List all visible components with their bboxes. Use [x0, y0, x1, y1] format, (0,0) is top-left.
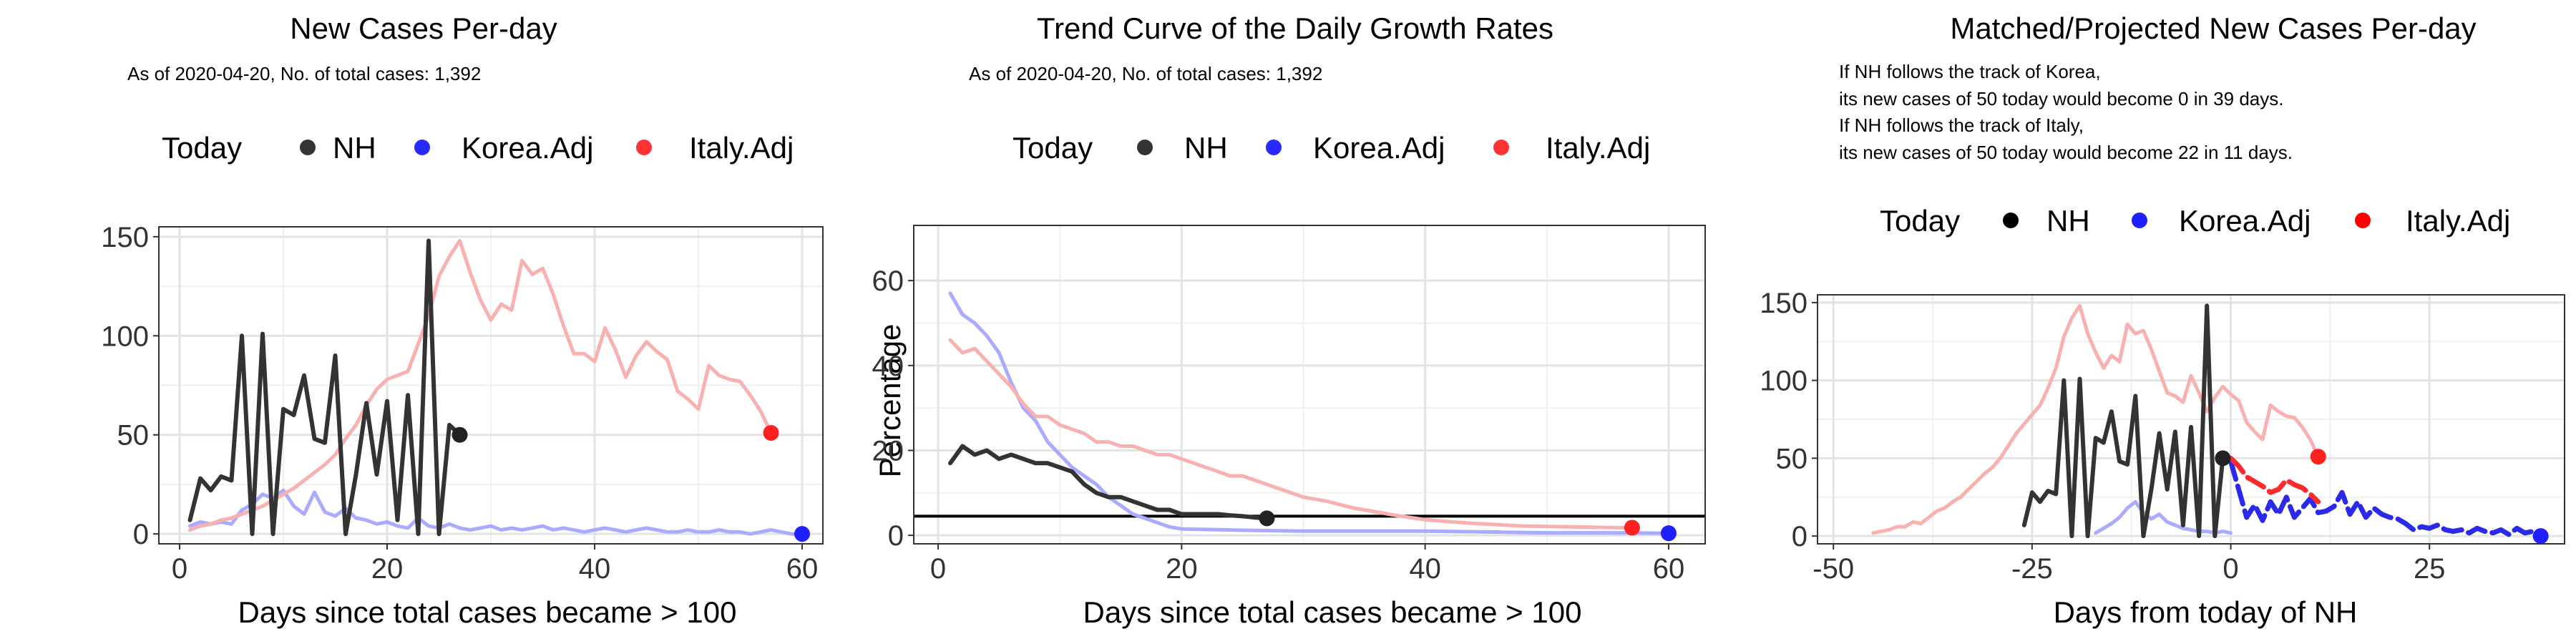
plot-border [913, 225, 1706, 545]
chart-title: Trend Curve of the Daily Growth Rates [1037, 11, 1553, 45]
legend-label-nh: NH [1184, 131, 1228, 165]
chart-svg: Matched/Projected New Cases Per-day If N… [1760, 11, 2565, 629]
today-point-korea-adj-projection [2532, 528, 2549, 545]
legend-label-italy: Italy.Adj [2406, 204, 2510, 238]
y-tick-label: 40 [872, 351, 904, 382]
legend-label-nh: NH [333, 131, 376, 165]
legend-title: Today [162, 131, 242, 165]
y-tick-label: 100 [101, 321, 149, 352]
chart-title: New Cases Per-day [290, 11, 557, 45]
legend-key-korea [1266, 140, 1282, 155]
today-point-nh [452, 426, 468, 443]
x-tick-label: 40 [1409, 553, 1441, 585]
series-line-nh [187, 238, 462, 537]
x-tick-label: 0 [2223, 553, 2238, 585]
y-tick-label: 100 [1760, 366, 1807, 397]
series-line-korea-adj-projection [2228, 459, 2544, 539]
legend: Today NH Korea.Adj Italy.Adj [1880, 204, 2510, 238]
x-tick-label: 60 [786, 553, 819, 585]
x-tick-label: 25 [2414, 553, 2446, 585]
legend-label-nh: NH [2046, 204, 2090, 238]
today-point-nh [1259, 510, 1275, 527]
legend-title: Today [1880, 204, 1960, 238]
series-line-italy-adj [948, 338, 1634, 530]
legend-key-italy [2355, 213, 2371, 228]
today-point-italy-adj [1624, 519, 1640, 536]
x-tick-label: 40 [579, 553, 611, 585]
chart-panel-matched-projected: Matched/Projected New Cases Per-day If N… [1717, 0, 2576, 644]
y-tick-label: 50 [117, 420, 150, 452]
plot-area: -50 -25 0 25 0 50 100 150 [1760, 288, 2565, 585]
series-line-nh [2021, 303, 2225, 539]
legend: Today NH Korea.Adj Italy.Adj [162, 131, 794, 165]
legend-label-korea: Korea.Adj [462, 131, 593, 165]
legend-key-nh [2003, 213, 2019, 228]
x-tick-label: 60 [1653, 553, 1685, 585]
legend-label-korea: Korea.Adj [2179, 204, 2311, 238]
annotation-line: If NH follows the track of Italy, [1839, 114, 2084, 136]
plot-area: 0 20 40 60 0 20 40 60 [872, 225, 1706, 585]
annotation-line: its new cases of 50 today would become 0… [1839, 88, 2283, 109]
plot-background [914, 225, 1705, 544]
x-tick-label: 20 [371, 553, 404, 585]
x-axis-label: Days since total cases became > 100 [238, 595, 737, 629]
y-tick-label: 60 [872, 265, 904, 297]
plot-area: 0 20 40 60 0 50 100 150 [101, 222, 824, 585]
annotation: If NH follows the track of Korea, its ne… [1839, 61, 2293, 163]
x-tick-label: -25 [2011, 553, 2053, 585]
chart-panel-growth-rates: Trend Curve of the Daily Growth Rates As… [859, 0, 1717, 644]
series-line-italy-adj-projection [2228, 455, 2321, 504]
y-tick-label: 0 [1792, 521, 1807, 552]
y-tick-label: 150 [1760, 288, 1807, 319]
series-line-korea-adj [948, 291, 1671, 535]
today-point-korea-adj [794, 526, 810, 542]
legend-key-nh [1137, 140, 1153, 155]
x-tick-label: -50 [1813, 553, 1854, 585]
series-line-korea-adj-history [2094, 499, 2233, 535]
today-point-nh [2215, 450, 2231, 467]
series-line-italy-adj-history [1871, 303, 2321, 535]
y-tick-label: 50 [1776, 443, 1808, 474]
x-tick-label: 0 [930, 553, 946, 585]
annotation-line: its new cases of 50 today would become 2… [1839, 142, 2293, 163]
legend-key-italy [636, 140, 652, 155]
series-line-italy-adj [188, 238, 773, 532]
series-line-nh [948, 444, 1269, 521]
y-tick-label: 0 [133, 519, 149, 550]
plot-border [1817, 294, 2565, 545]
plot-border [158, 226, 824, 545]
chart-title: Matched/Projected New Cases Per-day [1950, 11, 2476, 45]
legend: Today NH Korea.Adj Italy.Adj [1013, 131, 1650, 165]
chart-svg: Trend Curve of the Daily Growth Rates As… [872, 11, 1706, 629]
y-tick-label: 20 [872, 435, 904, 467]
x-axis-label: Days from today of NH [2054, 595, 2358, 629]
chart-svg: New Cases Per-day As of 2020-04-20, No. … [101, 11, 824, 629]
today-point-korea-adj [1660, 525, 1677, 542]
legend-label-italy: Italy.Adj [1546, 131, 1650, 165]
legend-key-italy [1493, 140, 1509, 155]
y-axis-label: Percentage [873, 324, 907, 478]
x-tick-label: 0 [172, 553, 187, 585]
y-tick-label: 0 [888, 520, 904, 552]
today-point-italy-adj-history [2310, 449, 2326, 465]
x-tick-label: 20 [1166, 553, 1198, 585]
chart-subtitle: As of 2020-04-20, No. of total cases: 1,… [127, 63, 481, 84]
chart-subtitle: As of 2020-04-20, No. of total cases: 1,… [969, 63, 1322, 84]
legend-label-italy: Italy.Adj [689, 131, 794, 165]
legend-label-korea: Korea.Adj [1313, 131, 1445, 165]
today-point-italy-adj [763, 424, 779, 441]
x-axis-label: Days since total cases became > 100 [1083, 595, 1582, 629]
legend-title: Today [1013, 131, 1093, 165]
legend-key-nh [300, 140, 316, 155]
annotation-line: If NH follows the track of Korea, [1839, 61, 2101, 82]
series-line-korea-adj [188, 488, 804, 536]
chart-panel-new-cases: New Cases Per-day As of 2020-04-20, No. … [0, 0, 859, 644]
y-tick-label: 150 [101, 222, 149, 253]
legend-key-korea [2132, 213, 2147, 228]
legend-key-korea [414, 140, 430, 155]
